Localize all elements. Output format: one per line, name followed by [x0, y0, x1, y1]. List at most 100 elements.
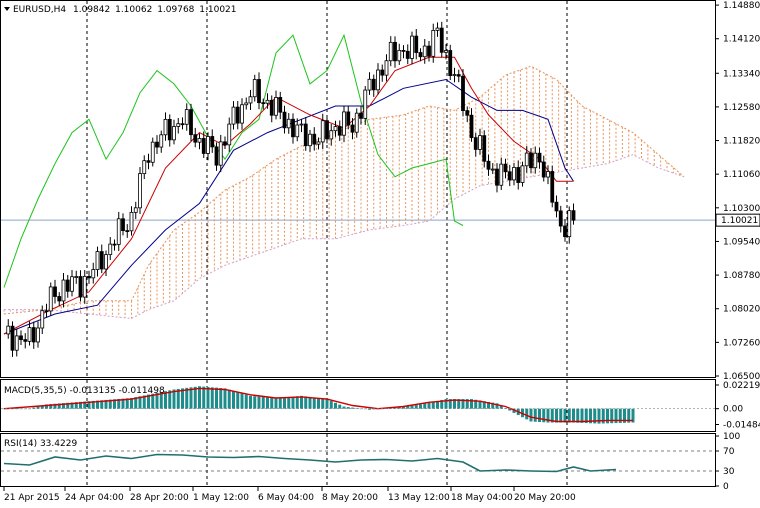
candle-body: [371, 78, 376, 91]
candle-body: [206, 136, 210, 154]
candle-body: [427, 45, 431, 57]
candle-body: [388, 41, 393, 62]
candle-body: [495, 168, 499, 186]
macd-histogram-bar: [53, 403, 57, 409]
macd-histogram-bar: [121, 398, 125, 409]
price-axis-label: 1.07260: [723, 338, 760, 348]
macd-histogram-bar: [274, 398, 278, 409]
macd-histogram-bar: [618, 408, 622, 423]
macd-histogram-bar: [538, 408, 541, 422]
time-axis-label: 13 May 12:00: [388, 493, 450, 503]
macd-histogram-bar: [270, 397, 274, 409]
macd-histogram-bar: [253, 396, 257, 409]
candle-body: [439, 27, 444, 53]
candle-body: [533, 152, 538, 169]
candle-body: [133, 207, 138, 213]
candle-body: [197, 138, 202, 143]
senkou-span-b: [4, 154, 685, 320]
price-axis-label: 1.08780: [723, 271, 760, 281]
macd-histogram-bar: [593, 408, 597, 424]
candle-body: [252, 79, 257, 98]
macd-histogram-bar: [232, 390, 235, 409]
candle-body: [490, 168, 495, 171]
candle-body: [112, 243, 117, 246]
macd-histogram-bar: [440, 399, 444, 409]
macd-histogram-bar: [151, 393, 155, 409]
macd-histogram-bar: [423, 403, 427, 409]
candle-body: [142, 160, 147, 175]
candle-body: [108, 243, 113, 256]
macd-histogram-bar: [79, 401, 82, 409]
candle-body: [308, 133, 312, 147]
time-axis-label: 6 May 04:00: [258, 493, 314, 503]
macd-histogram-bar: [389, 407, 393, 409]
candle-body: [524, 152, 529, 167]
candle-body: [550, 171, 555, 203]
macd-histogram-bar: [334, 402, 337, 409]
macd-histogram-bar: [546, 408, 550, 423]
candle-body: [227, 123, 232, 146]
macd-histogram-bar: [325, 399, 329, 409]
candle-body: [486, 160, 491, 170]
candle-body: [278, 97, 283, 113]
candle-body: [444, 50, 448, 53]
macd-histogram-bar: [83, 401, 87, 409]
candle-body: [61, 279, 66, 302]
candle-body: [431, 30, 436, 57]
candle-body: [223, 141, 227, 146]
candle-body: [410, 35, 414, 59]
macd-histogram-bar: [287, 396, 291, 409]
macd-histogram-bar: [346, 407, 350, 409]
macd-histogram-bar: [550, 408, 554, 423]
macd-axis-label: 0.00: [723, 405, 743, 415]
macd-histogram-bar: [563, 408, 567, 423]
macd-histogram-bar: [419, 404, 422, 409]
macd-histogram-bar: [168, 390, 172, 409]
macd-histogram-bar: [461, 399, 465, 409]
macd-histogram-bar: [49, 404, 53, 409]
macd-histogram-bar: [559, 408, 563, 423]
candle-body: [201, 138, 206, 154]
price-axis-label: 1.06500: [723, 372, 760, 382]
time-axis-label: 24 Apr 04:00: [65, 493, 124, 503]
ohlc-close: 1.10021: [199, 5, 236, 15]
candle-body: [558, 210, 563, 227]
candle-body: [125, 230, 130, 233]
macd-histogram-bar: [159, 392, 163, 409]
macd-histogram-bar: [542, 408, 546, 423]
candle-body: [210, 136, 215, 148]
macd-histogram-bar: [74, 402, 78, 409]
candle-body: [507, 171, 512, 181]
candle-body: [299, 123, 304, 126]
candle-body: [193, 134, 198, 143]
candle-body: [384, 60, 389, 76]
macd-histogram-bar: [525, 408, 529, 420]
candle-body: [325, 120, 329, 140]
macd-histogram-bar: [567, 408, 571, 423]
candle-body: [393, 41, 397, 62]
symbol-dropdown-icon[interactable]: [4, 7, 10, 11]
macd-histogram-bar: [198, 386, 201, 409]
candle-body: [571, 210, 576, 221]
price-axis-label: 1.11820: [723, 137, 760, 147]
macd-histogram-bar: [457, 399, 461, 409]
candle-body: [414, 35, 419, 53]
candle-body: [274, 97, 278, 116]
candle-body: [529, 152, 533, 169]
macd-histogram-bar: [138, 396, 142, 409]
macd-histogram-bar: [308, 396, 312, 409]
macd-histogram-bar: [266, 397, 269, 409]
macd-histogram-bar: [164, 391, 167, 409]
time-axis-label: 20 May 20:00: [514, 493, 576, 503]
time-axis-label: 18 May 04:00: [451, 493, 513, 503]
macd-histogram-bar: [368, 408, 371, 410]
candle-body: [265, 99, 270, 104]
macd-histogram-bar: [355, 408, 359, 409]
candle-body: [537, 152, 542, 163]
candle-body: [367, 78, 372, 91]
candle-body: [303, 123, 308, 147]
candle-body: [516, 167, 521, 183]
candle-body: [499, 163, 504, 186]
macd-histogram-bar: [45, 404, 48, 409]
macd-histogram-bar: [96, 400, 99, 409]
